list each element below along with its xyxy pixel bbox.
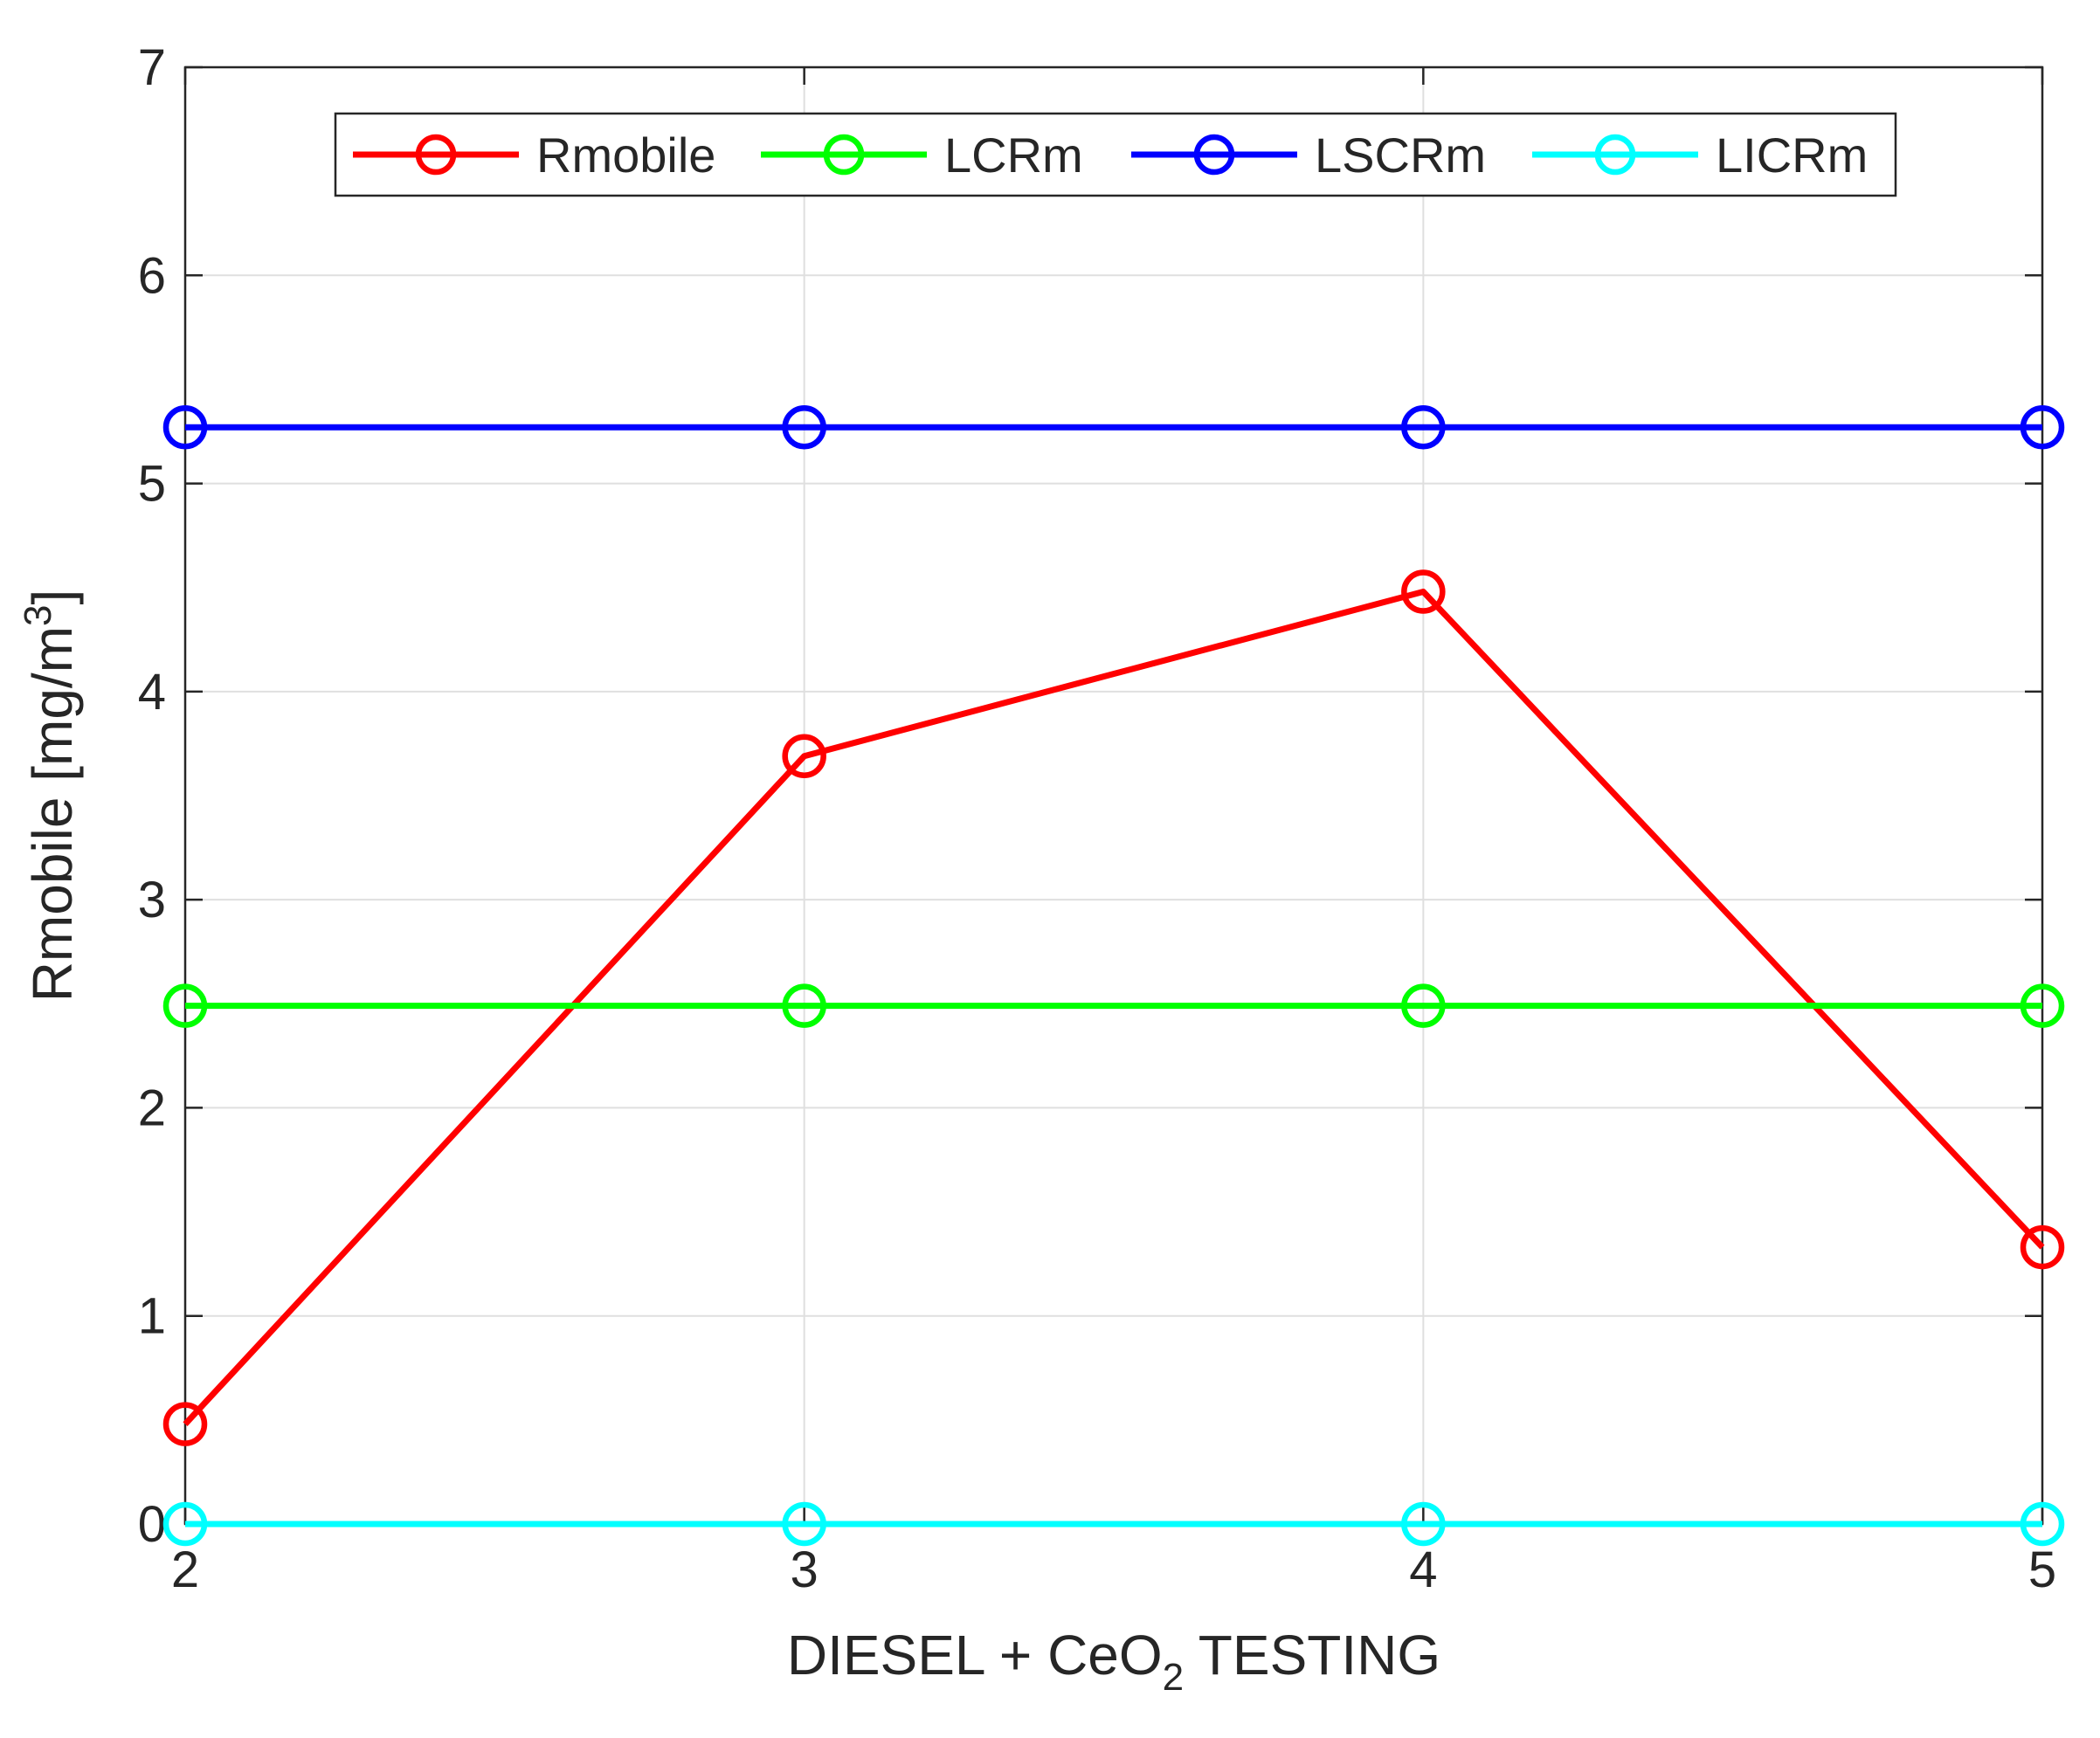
legend-label: Rmobile — [536, 128, 715, 183]
legend-label: LSCRm — [1315, 128, 1486, 183]
y-tick-label: 7 — [138, 39, 166, 96]
data-point — [1401, 1501, 1446, 1547]
x-tick-label: 2 — [171, 1541, 199, 1598]
legend: Rmobile LCRm LSCRm LICRm — [334, 112, 1897, 197]
legend-swatch-marker — [1193, 134, 1235, 176]
x-tick-label: 4 — [1409, 1541, 1437, 1598]
x-tick-label: 5 — [2028, 1541, 2056, 1598]
data-point — [162, 404, 208, 450]
data-point — [782, 983, 826, 1028]
legend-item-lscrm: LSCRm — [1131, 128, 1486, 183]
legend-item-licrm: LICRm — [1532, 128, 1868, 183]
y-tick-label: 1 — [138, 1288, 166, 1345]
data-point — [162, 983, 208, 1028]
y-axis-label: Rmobile [mg/m3] — [17, 590, 84, 1003]
series-rmobile — [162, 569, 2065, 1446]
y-tick-label: 4 — [138, 664, 166, 721]
series-line — [183, 588, 2045, 1427]
data-series — [162, 404, 2065, 1547]
data-point — [1401, 983, 1446, 1028]
data-point — [1401, 569, 1446, 614]
data-point — [782, 404, 826, 450]
axis-ticks: 2 3 4 5 0 1 2 3 4 5 6 7 — [138, 39, 2056, 1598]
data-point — [782, 1501, 826, 1547]
y-tick-label: 2 — [138, 1079, 166, 1136]
data-point — [782, 734, 826, 778]
series-lscrm — [162, 404, 2065, 450]
x-axis-label-main: DIESEL + CeO — [787, 1624, 1163, 1686]
y-axis-label-main: Rmobile [mg/m — [21, 626, 84, 1002]
y-axis-label-close: ] — [21, 590, 84, 605]
legend-label: LICRm — [1716, 128, 1868, 183]
y-tick-label: 5 — [138, 456, 166, 513]
legend-swatch-marker — [415, 134, 457, 176]
x-axis-label: DIESEL + CeO2 TESTING — [787, 1624, 1440, 1699]
legend-item-lcrm: LCRm — [761, 128, 1083, 183]
data-point — [2020, 1224, 2065, 1270]
series-licrm — [162, 1501, 2065, 1547]
legend-item-rmobile: Rmobile — [353, 128, 715, 183]
data-point — [2020, 404, 2065, 450]
data-point — [162, 1402, 208, 1446]
data-point — [2020, 983, 2065, 1028]
y-axis-label-superscript: 3 — [17, 604, 59, 625]
series-lcrm — [162, 983, 2065, 1028]
y-tick-label: 6 — [138, 247, 166, 304]
x-tick-label: 3 — [791, 1541, 819, 1598]
legend-swatch-marker — [1594, 134, 1636, 176]
legend-label: LCRm — [944, 128, 1083, 183]
x-axis-label-subscript: 2 — [1163, 1656, 1184, 1699]
data-point — [2020, 1501, 2065, 1547]
grid-lines — [185, 67, 2042, 1524]
legend-swatch-marker — [823, 134, 865, 176]
data-point — [162, 1501, 208, 1547]
x-axis-label-suffix: TESTING — [1184, 1624, 1440, 1686]
y-tick-label: 0 — [138, 1496, 166, 1553]
y-tick-label: 3 — [138, 872, 166, 928]
data-point — [1401, 404, 1446, 450]
